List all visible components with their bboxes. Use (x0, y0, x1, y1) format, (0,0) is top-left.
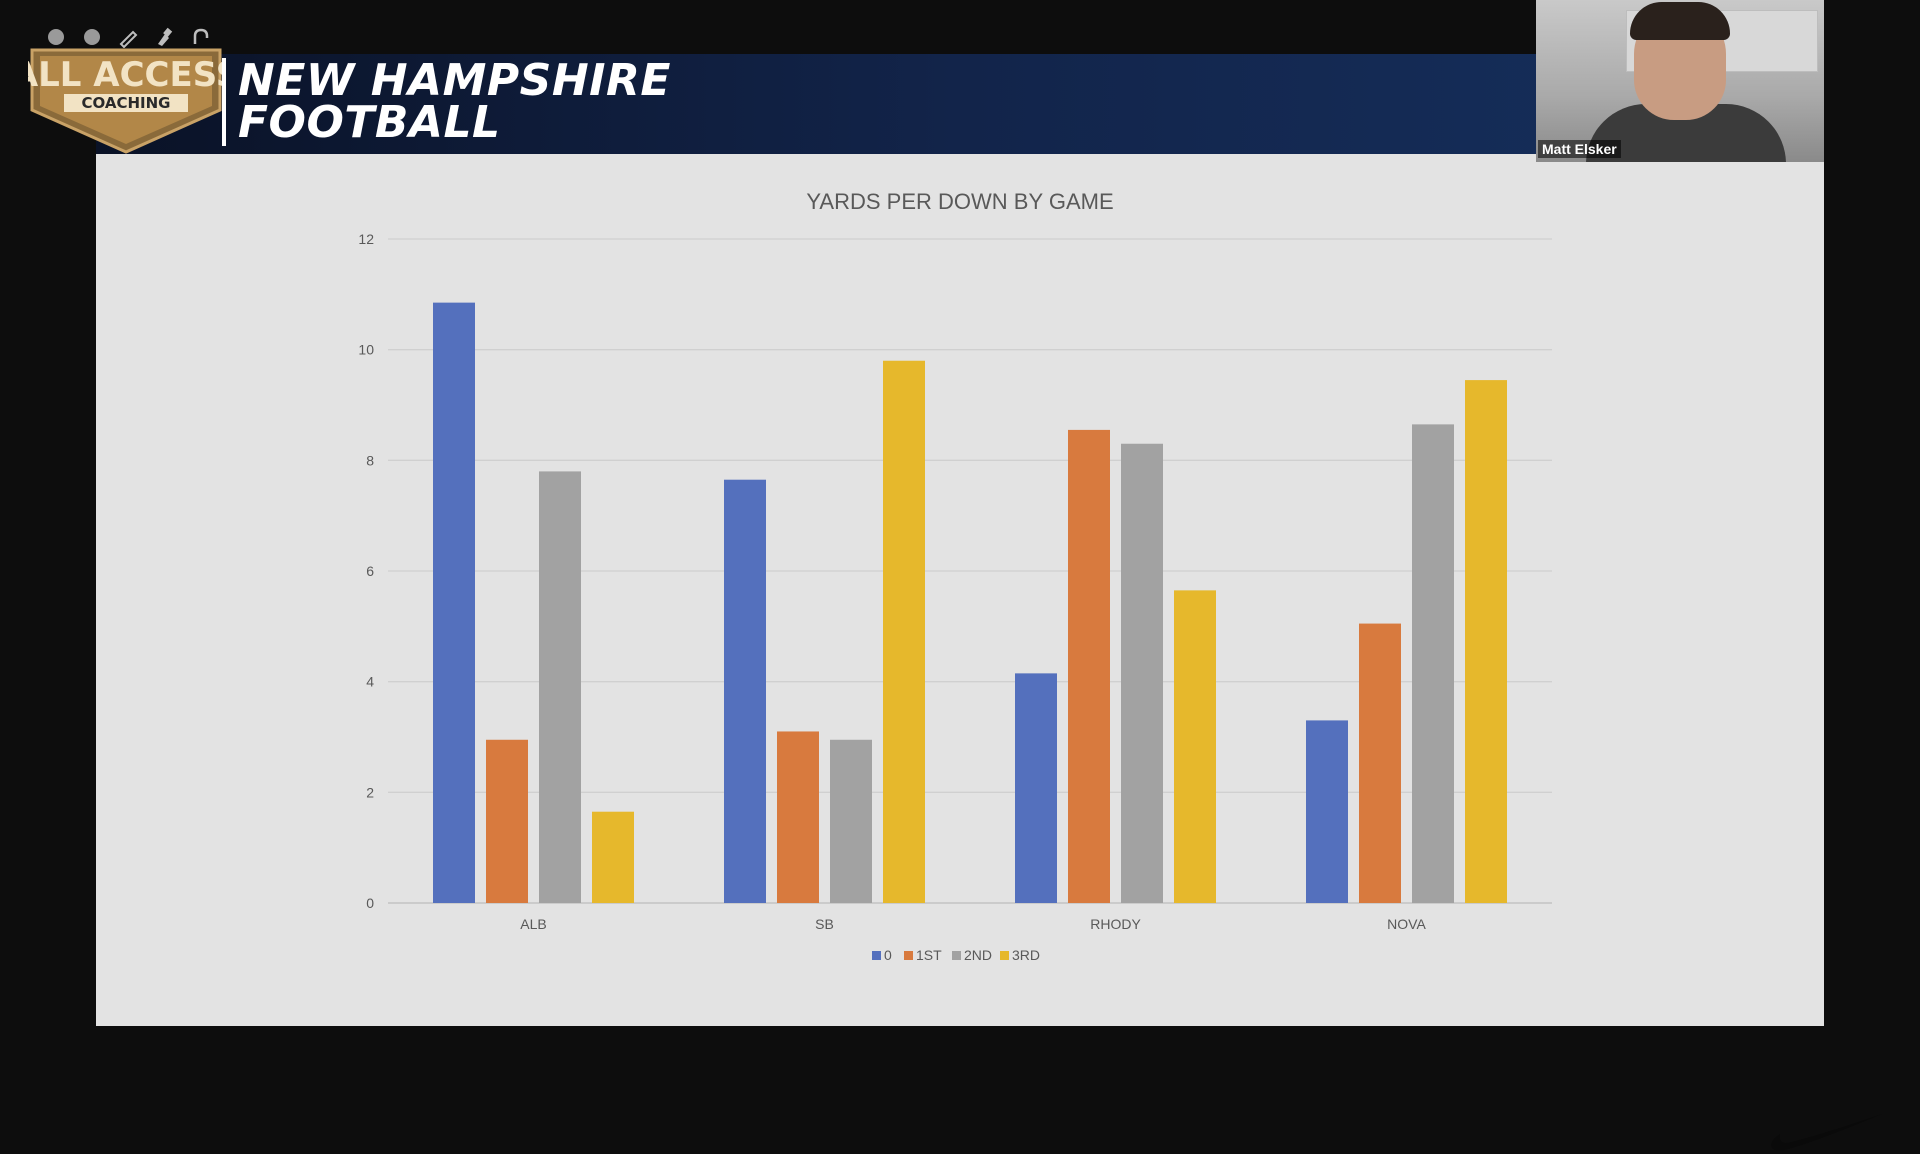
bar (433, 302, 475, 904)
logo-bottom-text: COACHING (82, 94, 171, 112)
team-title-line2: FOOTBALL (238, 97, 501, 148)
x-tick-label: NOVA (1387, 916, 1426, 932)
bar (1121, 443, 1163, 903)
bar (539, 471, 581, 903)
team-title-line1: NEW HAMPSHIRE (238, 55, 671, 106)
legend-label: 3RD (1012, 947, 1040, 963)
bar (777, 731, 819, 903)
legend-label: 1ST (916, 947, 942, 963)
y-tick-label: 2 (366, 784, 374, 800)
y-tick-label: 6 (366, 563, 374, 579)
x-tick-label: SB (815, 916, 834, 932)
annotation-toolbar (44, 24, 212, 50)
legend-swatch (872, 951, 881, 960)
circle-icon[interactable] (80, 25, 104, 49)
bar (1359, 623, 1401, 903)
eraser-icon[interactable] (188, 25, 212, 49)
bar (1306, 720, 1348, 903)
logo-top-text: ALL ACCESS (28, 55, 224, 95)
circle-icon[interactable] (44, 25, 68, 49)
legend-swatch (1000, 951, 1009, 960)
presentation-slide: YARDS PER DOWN BY GAME 0 2 4 6 8 10 12 ALB SB RHOD… (96, 154, 1882, 1151)
bar-chart: YARDS PER DOWN BY GAME 0 2 4 6 8 10 12 ALB SB RHOD… (358, 189, 1552, 963)
bar (1174, 590, 1216, 903)
y-tick-label: 0 (366, 895, 374, 911)
participant-name: Matt Elsker (1538, 140, 1621, 158)
marker-icon[interactable] (152, 25, 176, 49)
legend-swatch (952, 951, 961, 960)
x-tick-label: ALB (520, 916, 546, 932)
logo-divider (222, 58, 226, 146)
bar (724, 479, 766, 903)
bar (1015, 673, 1057, 903)
legend-label: 0 (884, 947, 892, 963)
x-tick-label: RHODY (1090, 916, 1141, 932)
participant-hair (1630, 2, 1730, 40)
y-tick-label: 12 (358, 231, 374, 247)
bar (883, 360, 925, 903)
bar (1465, 380, 1507, 904)
participant-video-tile[interactable]: Matt Elsker (1536, 0, 1824, 162)
bar (1068, 429, 1110, 903)
bar (830, 739, 872, 903)
nike-swoosh-icon (1771, 1114, 1882, 1151)
y-tick-label: 4 (366, 674, 374, 690)
bar (486, 739, 528, 903)
pencil-icon[interactable] (116, 25, 140, 49)
y-tick-label: 10 (358, 342, 374, 358)
bar (1412, 424, 1454, 903)
legend-label: 2ND (964, 947, 992, 963)
legend-swatch (904, 951, 913, 960)
all-access-coaching-logo: ALL ACCESS COACHING (28, 48, 224, 154)
y-tick-label: 8 (366, 452, 374, 468)
team-title: NEW HAMPSHIRE FOOTBALL (238, 55, 758, 148)
bar (592, 811, 634, 903)
chart-title: YARDS PER DOWN BY GAME (806, 189, 1113, 214)
